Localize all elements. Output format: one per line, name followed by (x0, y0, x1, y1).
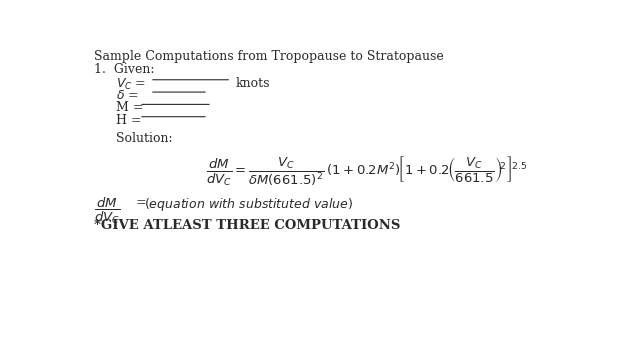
Text: =: = (136, 196, 151, 209)
Text: Solution:: Solution: (116, 132, 172, 145)
Text: $V_C$ =: $V_C$ = (116, 77, 146, 92)
Text: Sample Computations from Tropopause to Stratopause: Sample Computations from Tropopause to S… (94, 50, 444, 63)
Text: H =: H = (116, 114, 142, 127)
Text: $\dfrac{dM}{dV_C}$: $\dfrac{dM}{dV_C}$ (94, 196, 121, 226)
Text: *GIVE ATLEAST THREE COMPUTATIONS: *GIVE ATLEAST THREE COMPUTATIONS (94, 219, 401, 232)
Text: knots: knots (235, 77, 270, 90)
Text: M =: M = (116, 101, 144, 114)
Text: 1.  Given:: 1. Given: (94, 63, 154, 76)
Text: $\mathit{(equation\ with\ substituted\ value)}$: $\mathit{(equation\ with\ substituted\ v… (144, 196, 354, 213)
Text: $\dfrac{dM}{dV_C} = \dfrac{V_C}{\delta M(661.5)^2}\,(1 + 0.2M^2)\!\left[1 + 0.2\: $\dfrac{dM}{dV_C} = \dfrac{V_C}{\delta M… (206, 155, 528, 188)
Text: $\delta$ =: $\delta$ = (116, 89, 138, 102)
